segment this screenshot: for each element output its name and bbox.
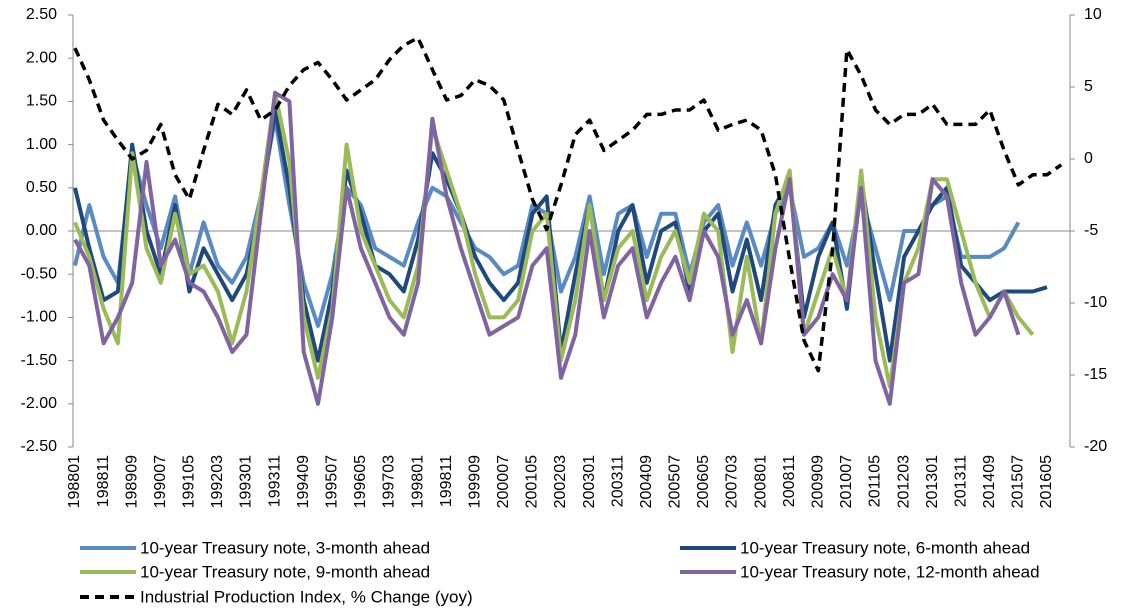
legend-label: Industrial Production Index, % Change (y…: [140, 587, 473, 606]
y2-tick-label: 5: [1084, 78, 1093, 95]
y-tick-label: 2.50: [26, 6, 57, 23]
x-tick-label: 200909: [810, 455, 827, 508]
series-line: [73, 90, 1021, 406]
series-line: [73, 36, 1063, 373]
y2-tick-label: 10: [1084, 6, 1102, 23]
y-tick-label: 2.00: [26, 49, 57, 66]
x-tick-label: 199507: [324, 455, 341, 508]
y2-tick-label: -20: [1084, 438, 1107, 455]
y2-tick-label: -10: [1084, 294, 1107, 311]
legend-label: 10-year Treasury note, 3-month ahead: [140, 538, 430, 557]
x-tick-label: 199105: [181, 455, 198, 508]
x-tick-label: 200311: [609, 455, 626, 507]
x-tick-label: 199909: [466, 455, 483, 508]
x-tick-label: 201409: [981, 455, 998, 508]
x-tick-label: 201507: [1010, 455, 1027, 508]
x-tick-label: 200301: [581, 455, 598, 508]
y-tick-label: -1.50: [21, 352, 58, 369]
x-tick-label: 201311: [952, 455, 969, 507]
x-tick-label: 199605: [352, 455, 369, 508]
y-tick-label: -0.50: [21, 265, 58, 282]
x-tick-label: 199811: [438, 455, 455, 507]
legend-label: 10-year Treasury note, 9-month ahead: [140, 562, 430, 581]
x-tick-label: 201301: [924, 455, 941, 508]
x-tick-label: 200007: [495, 455, 512, 508]
legend-label: 10-year Treasury note, 6-month ahead: [740, 538, 1030, 557]
x-tick-label: 201105: [867, 455, 884, 507]
y-tick-label: -1.00: [21, 309, 58, 326]
y2-tick-label: -15: [1084, 366, 1107, 383]
y-tick-label: 1.50: [26, 93, 57, 110]
x-tick-label: 199801: [409, 455, 426, 508]
x-tick-label: 199409: [295, 455, 312, 508]
x-tick-label: 200811: [781, 455, 798, 507]
x-tick-label: 198909: [123, 455, 140, 508]
x-tick-label: 199703: [381, 455, 398, 508]
x-tick-label: 200203: [552, 455, 569, 508]
x-tick-label: 201605: [1038, 455, 1055, 508]
x-tick-label: 199007: [152, 455, 169, 508]
legend-label: 10-year Treasury note, 12-month ahead: [740, 562, 1040, 581]
y-tick-label: 1.00: [26, 136, 57, 153]
x-tick-label: 199203: [209, 455, 226, 508]
y-tick-label: -2.50: [21, 438, 58, 455]
x-tick-label: 200703: [724, 455, 741, 508]
x-tick-label: 200409: [638, 455, 655, 508]
y-tick-label: -2.00: [21, 395, 58, 412]
x-tick-label: 200105: [524, 455, 541, 508]
x-tick-label: 201007: [838, 455, 855, 508]
x-tick-label: 200605: [695, 455, 712, 508]
y2-tick-label: 0: [1084, 150, 1093, 167]
y2-tick-label: -5: [1084, 222, 1098, 239]
y-tick-label: 0.50: [26, 179, 57, 196]
x-tick-label: 199311: [266, 455, 283, 507]
y-tick-label: 0.00: [26, 222, 57, 239]
x-tick-label: 200507: [667, 455, 684, 508]
x-tick-label: 199301: [238, 455, 255, 508]
x-tick-label: 198801: [66, 455, 83, 508]
x-tick-label: 201203: [895, 455, 912, 508]
x-tick-label: 200801: [752, 455, 769, 508]
x-tick-label: 198811: [95, 455, 112, 507]
series-line: [73, 90, 1035, 389]
